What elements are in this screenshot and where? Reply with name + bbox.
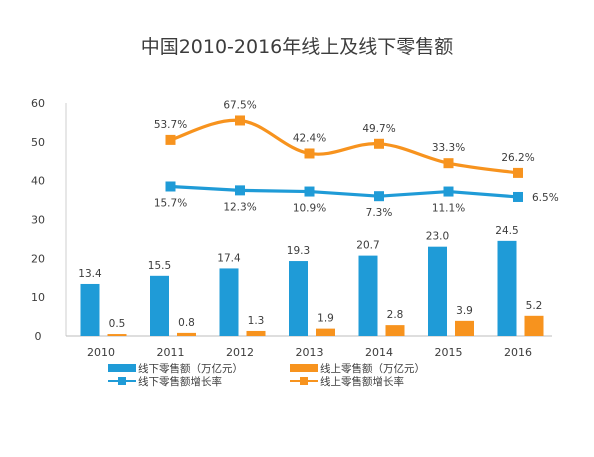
- legend-marker: [118, 377, 126, 385]
- ticks-group: 0 10 20 30 40 50 60 2010 2011 2012 2013 2014 2015 201…: [31, 97, 532, 359]
- line-marker: [304, 186, 315, 197]
- bar-value-label: 2.8: [387, 309, 404, 321]
- y-tick-label: 20: [31, 252, 45, 265]
- bar-value-label: 1.9: [317, 313, 334, 325]
- bar-value-label: 13.4: [78, 268, 102, 280]
- x-tick-label: 2010: [87, 346, 115, 359]
- line-marker: [304, 148, 315, 159]
- line-value-label: 26.2%: [501, 152, 534, 164]
- x-tick-label: 2014: [365, 346, 393, 359]
- line-value-label: 6.5%: [532, 192, 559, 204]
- legend: 线下零售额（万亿元） 线上零售额（万亿元） 线下零售额增长率 线上零售额增长率: [108, 362, 425, 388]
- line-marker: [513, 191, 523, 202]
- bar-value-label: 19.3: [287, 245, 310, 257]
- bar-value-label: 5.2: [526, 300, 543, 312]
- bar: [316, 328, 335, 336]
- bar-value-label: 3.9: [456, 305, 473, 317]
- bar-value-label: 24.5: [495, 225, 518, 237]
- legend-label: 线上零售额（万亿元）: [320, 362, 425, 375]
- line-marker: [235, 185, 245, 196]
- y-tick-label: 60: [31, 97, 45, 110]
- bar: [358, 255, 378, 336]
- line-marker: [165, 181, 176, 192]
- line-value-label: 42.4%: [293, 132, 326, 144]
- growth-line: [170, 184, 519, 199]
- x-tick-label: 2015: [435, 346, 463, 359]
- bar-value-label: 17.4: [217, 252, 241, 264]
- line-marker: [374, 138, 384, 149]
- bar: [428, 246, 447, 336]
- line-value-label: 53.7%: [154, 119, 187, 131]
- bar: [80, 283, 100, 336]
- line-marker: [443, 186, 454, 197]
- bar: [246, 330, 266, 336]
- line-value-label: 12.3%: [223, 201, 256, 213]
- bar: [455, 320, 474, 336]
- bar-value-label: 23.0: [426, 231, 449, 243]
- legend-marker: [300, 377, 308, 385]
- y-tick-label: 30: [31, 214, 45, 227]
- line-value-label: 67.5%: [223, 99, 256, 111]
- legend-swatch: [108, 364, 136, 372]
- line-marker: [374, 191, 384, 202]
- x-tick-label: 2011: [157, 346, 185, 359]
- y-tick-label: 10: [31, 291, 45, 304]
- legend-label: 线下零售额增长率: [138, 375, 222, 388]
- line-value-label: 33.3%: [432, 142, 465, 154]
- line-marker: [513, 167, 523, 178]
- bars-group: [80, 240, 544, 336]
- bar-value-label: 0.8: [178, 317, 195, 329]
- bar: [524, 315, 544, 336]
- bar: [219, 268, 239, 336]
- legend-label: 线下零售额（万亿元）: [138, 362, 243, 375]
- y-tick-label: 40: [31, 175, 45, 188]
- bar: [150, 275, 169, 336]
- lines-group: [165, 115, 523, 202]
- growth-line: [170, 118, 519, 175]
- bar: [385, 325, 405, 336]
- line-value-label: 49.7%: [362, 123, 395, 135]
- line-value-label: 11.1%: [432, 203, 465, 215]
- bar-value-label: 15.5: [148, 260, 171, 272]
- line-marker: [443, 158, 454, 169]
- bar-value-label: 20.7: [356, 240, 379, 252]
- labels-group: 13.4 15.5 17.4 19.3 20.7 23.0 24.5 0.5 0.8 1.3 1.9…: [78, 99, 558, 330]
- bar: [177, 332, 196, 336]
- x-tick-label: 2013: [296, 346, 324, 359]
- bar-value-label: 0.5: [109, 318, 126, 330]
- line-value-label: 7.3%: [366, 207, 393, 219]
- legend-swatch: [290, 364, 318, 372]
- line-value-label: 10.9%: [293, 203, 326, 215]
- y-tick-label: 0: [35, 330, 42, 343]
- bar: [497, 240, 517, 336]
- line-value-label: 15.7%: [154, 197, 187, 209]
- legend-label: 线上零售额增长率: [320, 375, 404, 388]
- bar: [107, 334, 127, 336]
- x-tick-label: 2016: [504, 346, 532, 359]
- line-marker: [235, 115, 245, 126]
- bar-value-label: 1.3: [248, 315, 265, 327]
- x-tick-label: 2012: [226, 346, 254, 359]
- bar: [289, 261, 308, 336]
- y-tick-label: 50: [31, 136, 45, 149]
- chart-title: 中国2010-2016年线上及线下零售额: [141, 36, 454, 58]
- line-marker: [165, 134, 176, 145]
